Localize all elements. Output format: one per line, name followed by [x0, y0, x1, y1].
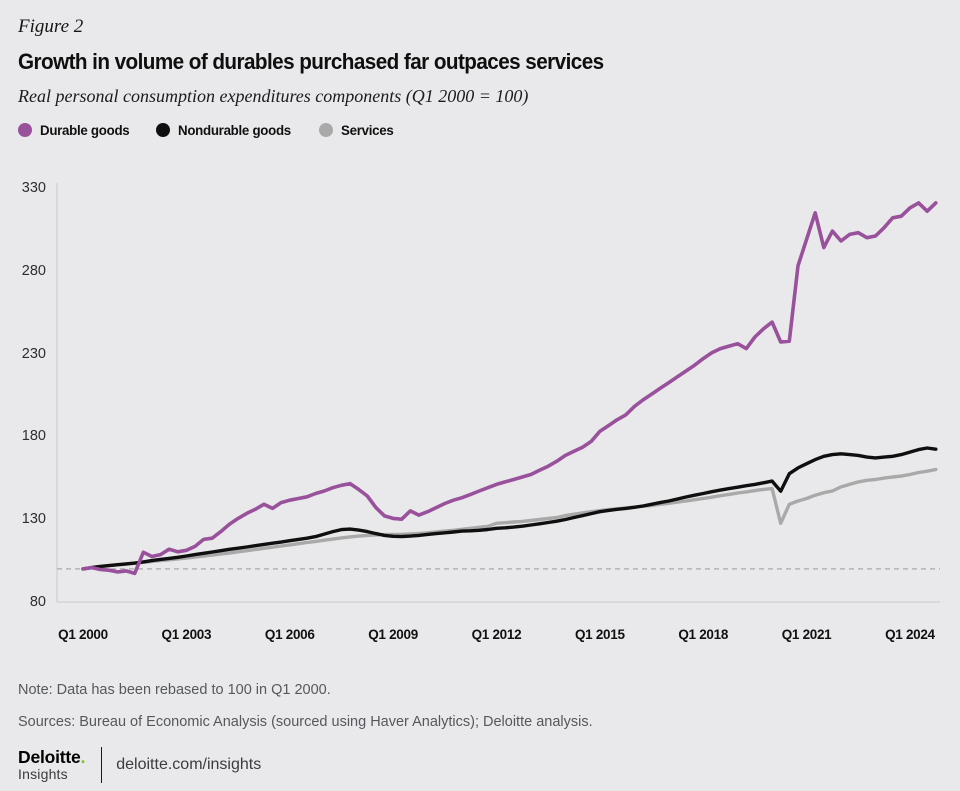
nondurable-goods-dot-icon — [156, 123, 171, 137]
footer: Deloitte. Insights deloitte.com/insights — [18, 747, 261, 783]
durable-goods-line — [81, 201, 938, 576]
logo-divider — [101, 747, 103, 783]
y-tick-label: 230 — [21, 345, 46, 362]
x-tick-label: Q1 2000 — [58, 627, 108, 642]
logo-green-dot: . — [80, 746, 86, 767]
legend-item-nondurable-goods: Nondurable goods — [156, 122, 297, 138]
x-tick-label: Q1 2015 — [574, 627, 625, 642]
logo-wordmark: Deloitte. — [18, 746, 86, 767]
legend-label: Services — [340, 122, 394, 138]
footer-url: deloitte.com/insights — [116, 756, 262, 773]
y-tick-label: 130 — [21, 511, 46, 528]
legend-label: Durable goods — [40, 122, 130, 138]
durable-goods-dot-icon — [18, 123, 32, 137]
deloitte-insights-logo: Deloitte. Insights — [18, 746, 86, 783]
chart-subtitle: Real personal consumption expenditures c… — [18, 86, 529, 106]
x-tick-label: Q1 2006 — [264, 627, 315, 642]
y-tick-label: 280 — [21, 262, 46, 279]
logo-sub-label: Insights — [18, 766, 68, 783]
y-tick-label: 180 — [21, 428, 46, 445]
page-title: Growth in volume of durables purchased f… — [18, 49, 604, 74]
x-tick-label: Q1 2018 — [678, 627, 729, 642]
legend-item-services: Services — [318, 122, 396, 138]
legend-label: Nondurable goods — [178, 122, 292, 138]
x-tick-label: Q1 2009 — [368, 627, 418, 642]
y-tick-label: 80 — [29, 594, 46, 610]
x-tick-label: Q1 2024 — [885, 627, 935, 642]
services-dot-icon — [318, 123, 333, 137]
legend-item-durable-goods: Durable goods — [18, 122, 134, 138]
x-tick-label: Q1 2012 — [471, 627, 522, 642]
y-tick-label: 330 — [21, 180, 46, 196]
figure-label: Figure 2 — [18, 16, 84, 37]
nondurable-goods-line — [81, 446, 938, 571]
chart-sources: Sources: Bureau of Economic Analysis (so… — [18, 714, 593, 730]
x-tick-label: Q1 2021 — [781, 627, 832, 642]
chart-note: Note: Data has been rebased to 100 in Q1… — [18, 682, 331, 698]
legend: Durable goods Nondurable goods Services — [18, 122, 396, 138]
x-tick-label: Q1 2003 — [161, 627, 212, 642]
services-line — [81, 467, 938, 571]
